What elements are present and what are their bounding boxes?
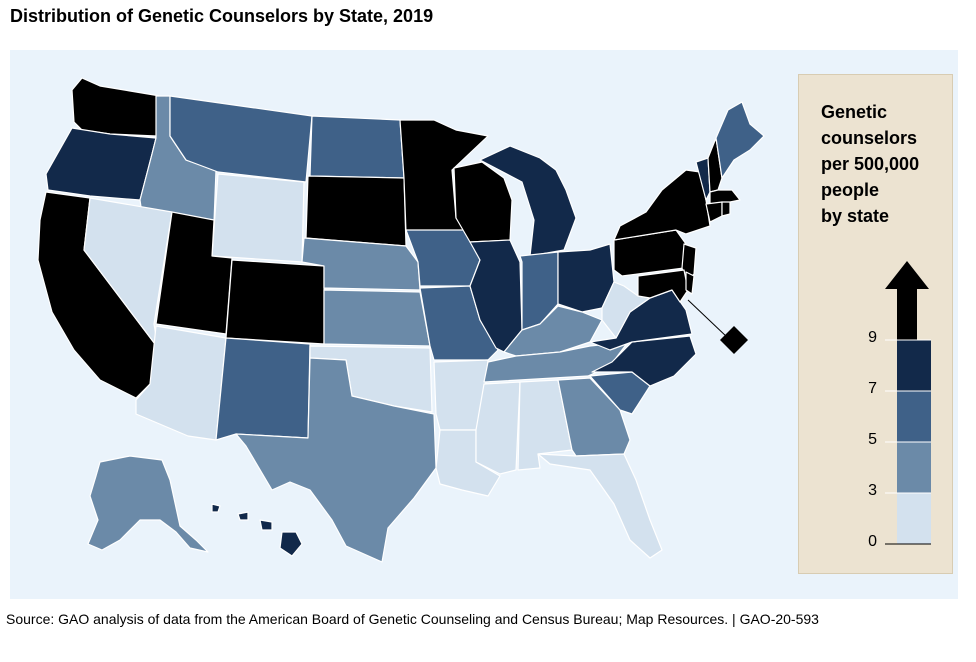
legend-title: Genetic counselors per 500,000 people by…	[821, 99, 951, 229]
state-texas	[235, 357, 437, 563]
state-hawaii-big-island	[279, 531, 303, 557]
legend-tick-label: 0	[868, 533, 877, 550]
state-washington	[71, 77, 161, 137]
state-colorado	[225, 259, 325, 345]
state-wyoming	[211, 173, 305, 263]
state-nebraska	[301, 237, 421, 291]
state-florida	[537, 453, 663, 559]
legend: Genetic counselors per 500,000 people by…	[798, 74, 953, 574]
legend-scale	[885, 261, 931, 545]
state-hawaii-oahu	[237, 511, 249, 521]
state-maine	[715, 101, 765, 179]
state-illinois	[469, 239, 523, 353]
legend-bin-5-7	[897, 391, 931, 442]
state-south-carolina	[589, 371, 651, 415]
state-north-dakota	[309, 115, 405, 179]
state-maryland	[637, 269, 689, 303]
dc-marker	[720, 326, 748, 354]
state-georgia	[557, 377, 631, 457]
legend-tick-label: 9	[868, 329, 877, 346]
map-title: Distribution of Genetic Counselors by St…	[10, 6, 434, 26]
legend-bin-3-5	[897, 442, 931, 493]
state-hawaii-maui	[259, 519, 273, 531]
state-alaska	[87, 455, 209, 553]
state-utah	[155, 211, 233, 335]
us-state-map	[37, 77, 765, 563]
legend-title-line: Genetic	[821, 102, 888, 122]
state-michigan	[479, 145, 577, 257]
source-note: Source: GAO analysis of data from the Am…	[6, 611, 819, 627]
state-new-mexico	[215, 337, 311, 441]
state-south-dakota	[305, 175, 407, 247]
state-new-york	[613, 169, 711, 241]
legend-bin-9-plus	[885, 261, 929, 340]
state-wisconsin	[453, 161, 513, 243]
state-hawaii-kauai	[211, 503, 221, 513]
legend-title-line: by state	[821, 206, 890, 226]
state-north-carolina	[591, 335, 697, 387]
state-kansas	[323, 289, 431, 347]
legend-tick-label: 5	[868, 431, 877, 448]
state-mississippi	[475, 381, 521, 475]
legend-title-line: people	[821, 180, 880, 200]
legend-tick-label: 3	[868, 482, 877, 499]
legend-tick-label: 7	[868, 380, 877, 397]
dc-leader-line	[687, 299, 729, 339]
legend-bin-0-3	[897, 493, 931, 544]
state-delaware	[685, 271, 695, 295]
state-minnesota	[399, 119, 489, 233]
state-new-hampshire	[707, 137, 723, 193]
legend-title-line: per 500,000	[821, 154, 920, 174]
state-rhode-island	[721, 201, 731, 217]
state-oregon	[45, 127, 157, 201]
legend-title-line: counselors	[821, 128, 918, 148]
legend-bin-7-9	[897, 340, 931, 391]
